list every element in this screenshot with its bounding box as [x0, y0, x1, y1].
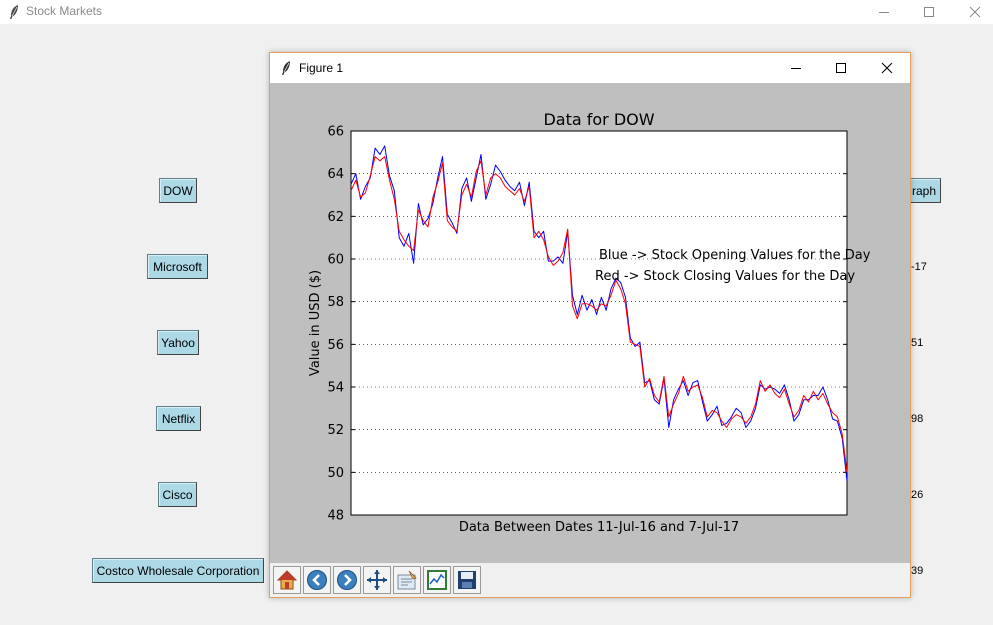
minimize-icon	[791, 68, 801, 69]
subplots-button[interactable]	[393, 566, 421, 594]
legend-text-opening: Blue -> Stock Opening Values for the Day	[599, 248, 871, 263]
y-tick-label: 58	[327, 295, 344, 310]
y-tick-label: 50	[327, 466, 344, 481]
back-button[interactable]	[303, 566, 331, 594]
y-tick-label: 54	[327, 381, 344, 396]
zoom-rect-icon	[427, 570, 447, 590]
y-tick-label: 52	[327, 423, 344, 438]
plot-area	[350, 130, 848, 516]
navigation-toolbar	[270, 563, 910, 597]
maximize-icon	[836, 63, 846, 73]
y-tick-label: 60	[327, 253, 344, 268]
yahoo-button[interactable]: Yahoo	[157, 330, 199, 355]
y-tick-label: 64	[327, 167, 344, 182]
right-value-5: 39	[911, 565, 924, 577]
pan-button[interactable]	[363, 566, 391, 594]
series-lines	[350, 145, 848, 481]
y-axis-ticks: 48 50 52 54 56 58 60 62 64 66	[327, 125, 847, 524]
close-button[interactable]	[952, 0, 993, 24]
right-value-4: 26	[911, 489, 924, 501]
home-icon	[276, 570, 298, 590]
figure-minimize-button[interactable]	[773, 53, 819, 83]
right-value-1: -17	[911, 261, 927, 273]
subplots-config-icon	[397, 570, 417, 590]
zoom-button[interactable]	[423, 566, 451, 594]
figure-window: Figure 1 48 50 52 54 56 58 60 62 64 66 Data for D…	[269, 52, 911, 598]
figure-close-button[interactable]	[864, 53, 910, 83]
y-tick-label: 48	[327, 509, 344, 524]
forward-arrow-icon	[337, 570, 357, 590]
grid-lines	[351, 173, 847, 473]
main-titlebar: Stock Markets	[0, 0, 993, 24]
x-axis-label: Data Between Dates 11-Jul-16 and 7-Jul-1…	[459, 520, 739, 535]
y-tick-label: 66	[327, 125, 344, 140]
y-tick-label: 56	[327, 338, 344, 353]
save-button[interactable]	[453, 566, 481, 594]
legend-text-closing: Red -> Stock Closing Values for the Day	[595, 269, 855, 284]
pan-icon	[367, 570, 387, 590]
minimize-button[interactable]	[861, 0, 907, 24]
maximize-button[interactable]	[906, 0, 952, 24]
microsoft-button[interactable]: Microsoft	[147, 254, 208, 279]
minimize-icon	[879, 12, 889, 13]
figure-titlebar: Figure 1	[270, 53, 910, 83]
figure-maximize-button[interactable]	[818, 53, 864, 83]
close-icon	[881, 62, 893, 74]
right-value-3: 98	[911, 413, 924, 425]
chart-title: Data for DOW	[543, 110, 654, 129]
tk-feather-icon	[282, 61, 290, 75]
y-tick-label: 62	[327, 210, 344, 225]
back-arrow-icon	[307, 570, 327, 590]
line-chart: 48 50 52 54 56 58 60 62 64 66 Data for DOW Data B…	[308, 110, 871, 535]
netflix-button[interactable]: Netflix	[156, 406, 201, 431]
cisco-button[interactable]: Cisco	[158, 482, 197, 507]
forward-button[interactable]	[333, 566, 361, 594]
dow-button[interactable]: DOW	[159, 178, 197, 203]
y-axis-label: Value in USD ($)	[308, 270, 323, 376]
costco-button[interactable]: Costco Wholesale Corporation	[92, 558, 264, 583]
close-icon	[969, 6, 981, 18]
figure-title: Figure 1	[299, 61, 344, 75]
figure-canvas[interactable]: 48 50 52 54 56 58 60 62 64 66 Data for DOW Data B…	[270, 83, 910, 563]
right-value-2: 51	[911, 337, 924, 349]
maximize-icon	[924, 7, 934, 17]
closing-values-line	[350, 156, 848, 473]
window-title: Stock Markets	[26, 4, 103, 18]
save-icon	[458, 571, 476, 589]
tk-feather-icon	[10, 5, 18, 19]
home-button[interactable]	[273, 566, 301, 594]
